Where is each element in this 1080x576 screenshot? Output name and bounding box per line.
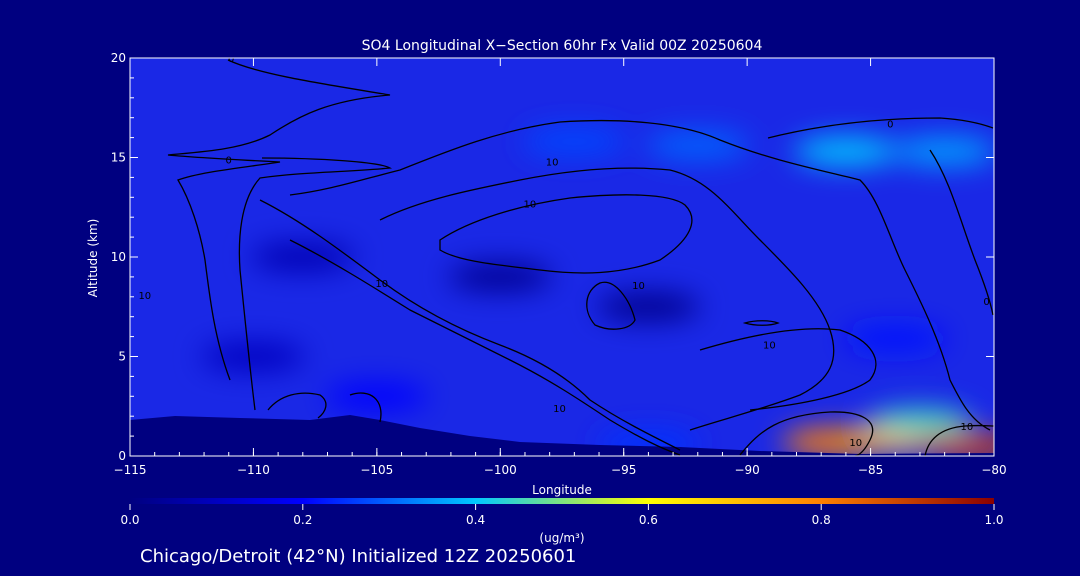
contour-label: 10	[546, 157, 559, 168]
field-blob	[645, 131, 750, 160]
colorbar-tick-label: 1.0	[984, 513, 1003, 527]
field-blob	[325, 382, 429, 411]
y-tick-label: 5	[118, 350, 126, 364]
contour-line	[924, 424, 994, 456]
x-tick-label: −110	[237, 463, 270, 477]
contour-line	[439, 194, 693, 274]
y-axis: 0 5 10 15 20	[111, 51, 994, 463]
field-blob	[868, 408, 972, 437]
colorbar-tick-label: 0.6	[639, 513, 658, 527]
contour-label: 10	[632, 281, 645, 292]
x-axis: −115 −110 −105 −100 −95 −90 −85 −80	[114, 58, 1007, 477]
field-blob	[843, 324, 948, 353]
colorbar-tick-label: 0.4	[466, 513, 485, 527]
contour-line	[379, 167, 835, 431]
contour-lines	[167, 59, 994, 456]
field-blob	[448, 262, 553, 291]
contour-line	[739, 411, 874, 456]
contour-label: 0	[887, 120, 893, 131]
x-tick-label: −95	[611, 463, 636, 477]
colorbar	[130, 498, 994, 504]
contour-label: 10	[375, 279, 388, 290]
contour-label: 0	[228, 54, 234, 65]
terrain	[130, 415, 994, 456]
x-tick-label: −115	[114, 463, 147, 477]
chart-title: SO4 Longitudinal X−Section 60hr Fx Valid…	[362, 38, 763, 54]
x-axis-label: Longitude	[532, 483, 592, 497]
contour-line	[289, 119, 991, 431]
contour-line	[699, 328, 877, 411]
y-tick-label: 10	[111, 250, 126, 264]
contour-line	[929, 149, 994, 316]
x-tick-label: −105	[360, 463, 393, 477]
y-tick-label: 15	[111, 151, 126, 165]
field-blob	[596, 292, 701, 321]
contour-label: 10	[849, 438, 862, 449]
plot-area: 0 0 0 0 10 10 10 10 10 10 10 10 10	[130, 54, 994, 456]
contour-line	[259, 199, 681, 451]
contour-line	[289, 239, 681, 456]
x-tick-label: −90	[734, 463, 759, 477]
y-tick-label: 20	[111, 51, 126, 65]
contour-label: 0	[983, 297, 989, 308]
contour-line	[742, 320, 780, 326]
contour-labels: 0 0 0 0 10 10 10 10 10 10 10 10 10	[138, 54, 989, 449]
field-blob	[201, 342, 306, 371]
y-tick-label: 0	[118, 449, 126, 463]
x-tick-label: −85	[858, 463, 883, 477]
contour-line	[586, 281, 636, 330]
contour-label: 10	[553, 404, 566, 415]
contour-line	[167, 59, 391, 381]
contour-line	[349, 392, 382, 423]
contour-line	[767, 117, 994, 139]
colorbar-tick-label: 0.8	[812, 513, 831, 527]
field-blob	[522, 127, 627, 156]
y-axis-label: Altitude (km)	[86, 219, 100, 298]
contour-line	[238, 157, 393, 411]
colorbar-unit-label: (ug/m³)	[539, 531, 584, 545]
contour-label: 0	[226, 155, 232, 166]
field-layer	[201, 127, 994, 456]
contour-line	[267, 392, 327, 419]
colorbar-ticks: 0.0 0.2 0.4 0.6 0.8 1.0	[120, 504, 1004, 527]
contour-label: 10	[763, 341, 776, 352]
contour-label: 10	[138, 291, 151, 302]
colorbar-tick-label: 0.2	[293, 513, 312, 527]
x-tick-label: −100	[484, 463, 517, 477]
colorbar-tick-label: 0.0	[120, 513, 139, 527]
contour-label: 10	[524, 199, 537, 210]
field-blob	[892, 137, 994, 166]
field-blob	[917, 432, 994, 456]
contour-label: 10	[960, 422, 973, 433]
figure-caption: Chicago/Detroit (42°N) Initialized 12Z 2…	[140, 546, 576, 567]
field-blob	[794, 137, 898, 166]
x-tick-label: −80	[981, 463, 1006, 477]
field-blob	[250, 243, 355, 271]
